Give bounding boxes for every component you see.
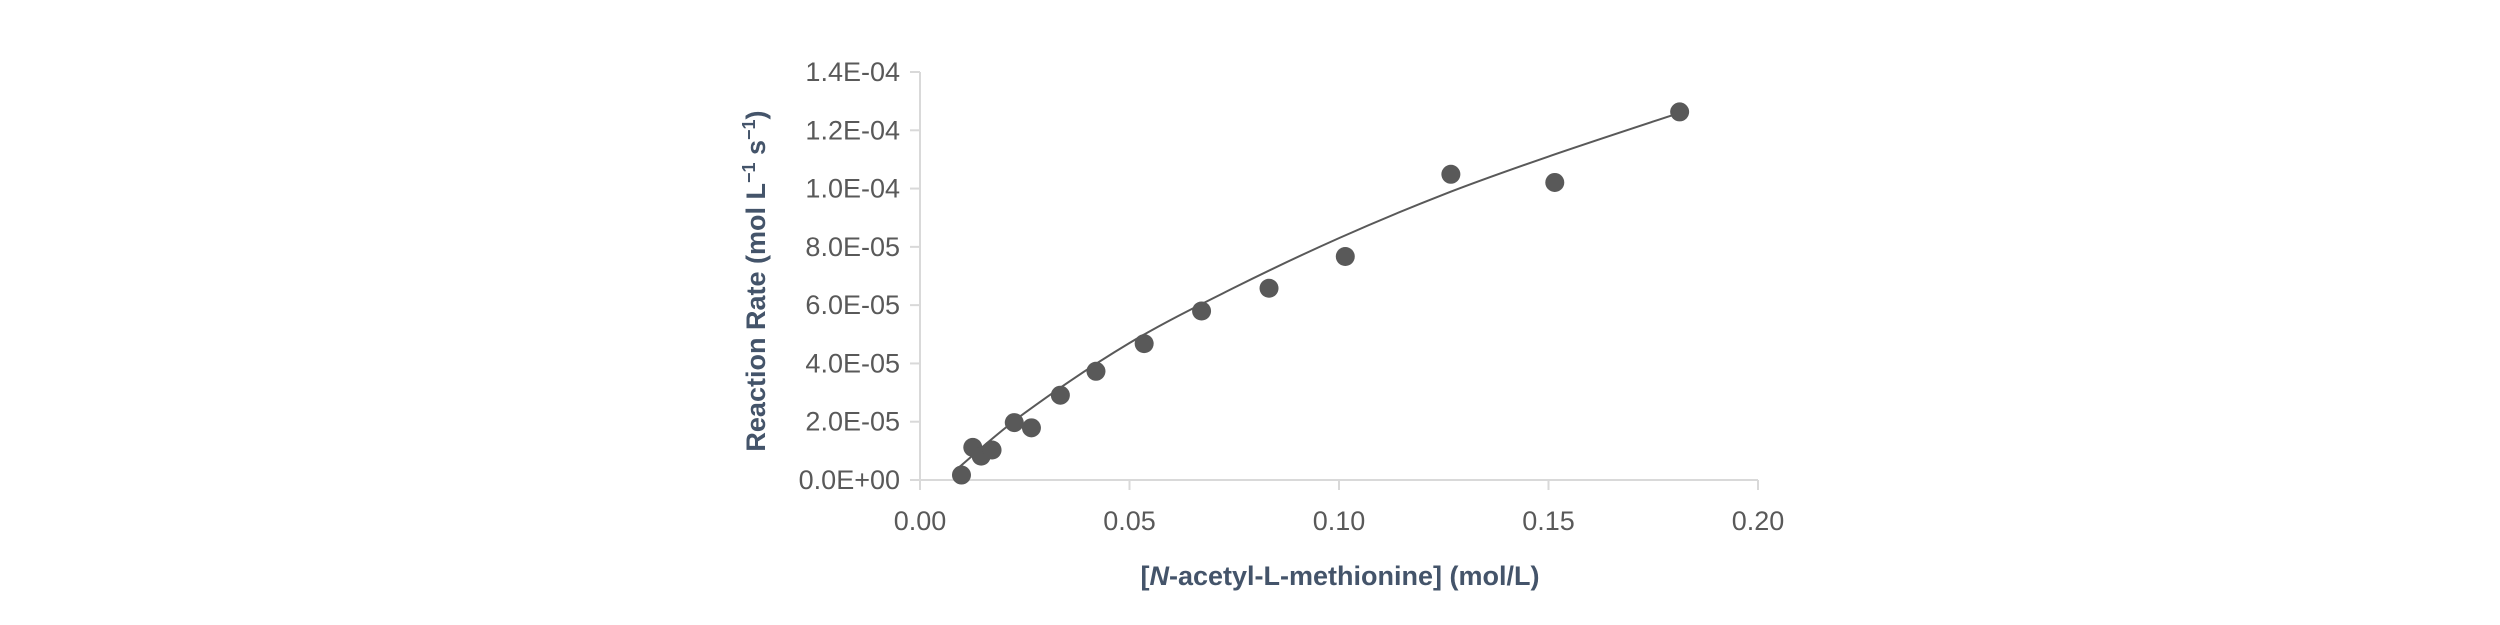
x-axis-ticks: 0.00 0.05 0.10 0.15 0.20	[894, 480, 1785, 536]
x-axis-title-segment: -acetyl-L-methionine] (mol/L)	[1169, 561, 1540, 591]
data-point	[982, 440, 1002, 460]
y-axis-title-segment: −1	[739, 162, 759, 183]
trend-line	[957, 111, 1680, 470]
data-point	[1004, 413, 1024, 433]
x-tick-label: 0.00	[894, 506, 947, 536]
data-point	[1545, 172, 1565, 192]
x-tick-label: 0.05	[1103, 506, 1156, 536]
x-tick-label: 0.20	[1732, 506, 1785, 536]
data-point	[1259, 278, 1279, 298]
y-axis-title-segment: Reaction Rate (mol L	[741, 183, 771, 452]
y-axis-title-segment: s	[741, 140, 771, 163]
y-tick-label: 1.4E-04	[805, 57, 900, 87]
data-point	[1441, 164, 1461, 184]
y-axis-ticks: 0.0E+00 2.0E-05 4.0E-05 6.0E-05 8.0E-05 1.0E-…	[799, 57, 920, 495]
x-axis-title: [N-acetyl-L-methionine] (mol/L)	[1141, 561, 1540, 591]
y-tick-label: 1.2E-04	[805, 115, 900, 145]
data-points	[951, 102, 1690, 485]
y-tick-label: 1.0E-04	[805, 174, 900, 204]
y-tick-label: 6.0E-05	[805, 290, 900, 320]
y-axis-title: Reaction Rate (mol L−1 s−1)	[739, 110, 771, 451]
y-tick-label: 0.0E+00	[799, 465, 900, 495]
data-point	[1050, 385, 1070, 405]
y-tick-label: 4.0E-05	[805, 348, 900, 378]
x-axis-title-segment: [	[1141, 561, 1150, 591]
y-tick-label: 2.0E-05	[805, 407, 900, 437]
x-tick-label: 0.10	[1313, 506, 1366, 536]
y-axis-title-segment: −1	[739, 119, 759, 140]
data-point	[951, 465, 971, 485]
y-tick-label: 8.0E-05	[805, 232, 900, 262]
data-point	[1192, 301, 1212, 321]
x-tick-label: 0.15	[1522, 506, 1575, 536]
data-point	[1021, 418, 1041, 438]
data-point	[1086, 361, 1106, 381]
data-point	[1670, 102, 1690, 122]
data-point	[1134, 334, 1154, 354]
data-point	[1335, 246, 1355, 266]
x-axis-title-segment: N	[1150, 561, 1170, 591]
y-axis-title-segment: )	[741, 110, 771, 119]
